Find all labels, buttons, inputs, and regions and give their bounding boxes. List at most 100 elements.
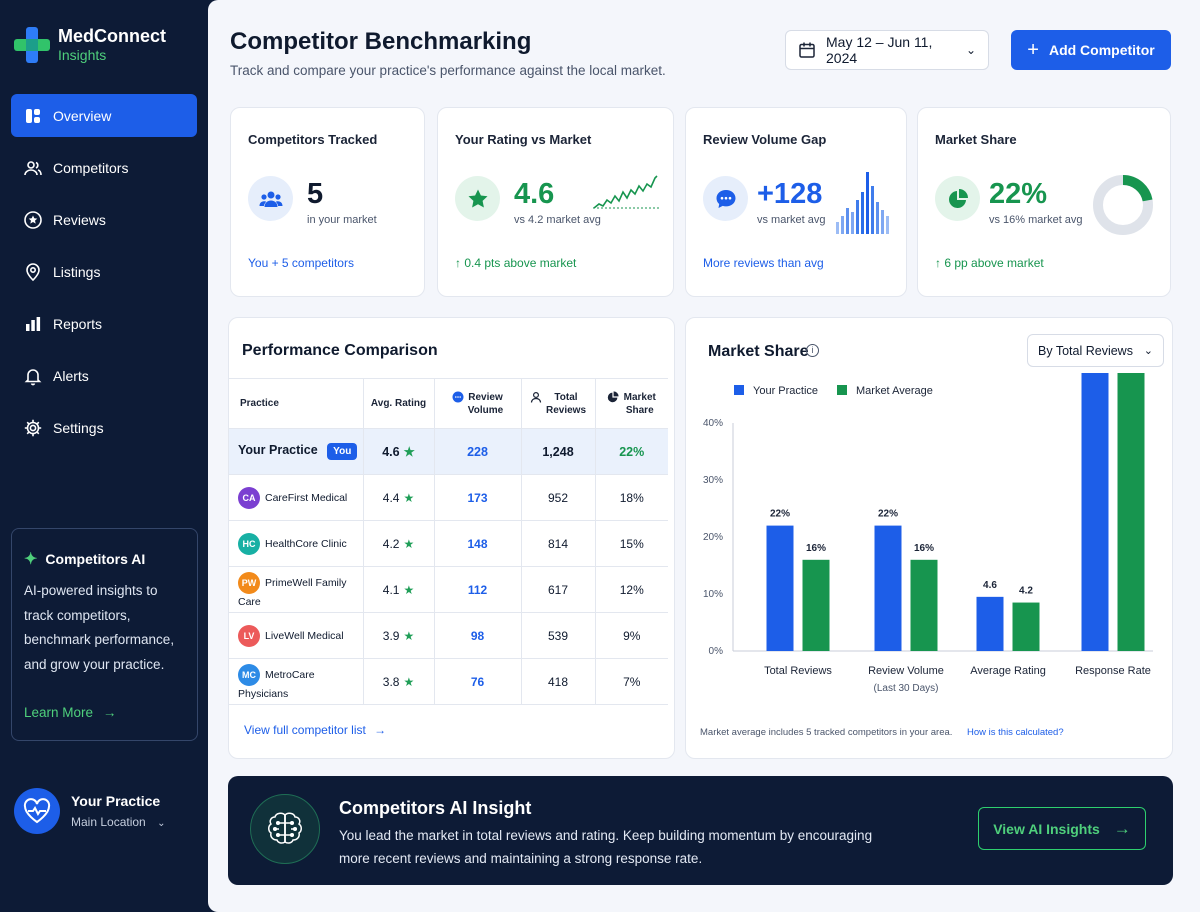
arrow-right-icon: →	[102, 705, 117, 720]
col-header-label: Review Volume	[467, 391, 504, 416]
legend-label: Market Average	[856, 385, 933, 397]
star-icon: ★	[403, 628, 415, 643]
dropdown-value: By Total Reviews	[1038, 343, 1133, 358]
kpi-footer-link[interactable]: You + 5 competitors	[248, 256, 354, 270]
table-row-your-practice[interactable]: Your Practice You 4.6 ★ 228 1,248 22%	[229, 428, 668, 475]
y-tick-label: 0%	[709, 646, 724, 657]
avatar: LV	[238, 624, 260, 647]
practice-name: CareFirst Medical	[265, 491, 348, 504]
chart-footnote: Market average includes 5 tracked compet…	[700, 727, 953, 738]
kpi-value: 4.6	[514, 178, 555, 210]
total-reviews: 1,248	[521, 428, 596, 475]
total-reviews: 539	[521, 612, 596, 659]
card-title: Performance Comparison	[242, 342, 438, 359]
data-label: 16%	[914, 543, 934, 554]
legend-label: Your Practice	[753, 385, 818, 397]
rating-trend-sparkline	[593, 175, 659, 209]
sparkle-icon: ✦	[24, 551, 38, 568]
sidebar-item-alerts[interactable]: Alerts	[11, 354, 197, 397]
brain-circuit-icon	[250, 794, 320, 864]
avatar: CA	[238, 486, 260, 509]
brand[interactable]: MedConnect Insights	[14, 26, 166, 64]
sidebar-item-settings[interactable]: Settings	[11, 406, 197, 449]
col-header-label: Total Reviews	[546, 391, 587, 416]
table-row[interactable]: HC HealthCore Clinic 4.2 ★ 148 814 15%	[229, 520, 668, 567]
sidebar-item-reports[interactable]: Reports	[11, 302, 197, 345]
col-header-review-volume[interactable]: Review Volume	[434, 378, 522, 429]
table-row[interactable]: CA CareFirst Medical 4.4 ★ 173 952 18%	[229, 474, 668, 521]
add-competitor-button[interactable]: + Add Competitor	[1011, 30, 1171, 70]
chevron-down-icon: ⌄	[965, 43, 976, 57]
avatar	[14, 788, 60, 834]
chevron-down-icon: ⌄	[157, 818, 166, 829]
total-reviews: 952	[521, 474, 596, 521]
sidebar-item-label: Competitors	[53, 159, 129, 176]
chat-bubble-icon	[452, 391, 463, 402]
table-row[interactable]: LV LiveWell Medical 3.9 ★ 98 539 9%	[229, 612, 668, 659]
review-volume: 112	[434, 566, 522, 613]
pie-chart-icon	[935, 176, 980, 221]
x-tick-label: Average Rating	[970, 665, 1046, 677]
user-icon	[530, 391, 542, 403]
y-tick-label: 30%	[703, 475, 723, 486]
market-share: 12%	[595, 566, 668, 613]
kpi-footer: ↑ 6 pp above market	[935, 256, 1044, 270]
practice-name: LiveWell Medical	[265, 629, 344, 642]
card-title: Market Share	[708, 343, 809, 360]
sidebar-item-listings[interactable]: Listings	[11, 250, 197, 293]
table-row[interactable]: PW PrimeWell Family Care 4.1 ★ 112 617 12%	[229, 566, 668, 613]
data-label: 4.2	[1019, 586, 1033, 597]
sidebar-item-competitors[interactable]: Competitors	[11, 146, 197, 189]
kpi-market-share: Market Share 22% vs 16% market avg ↑ 6 p…	[917, 107, 1171, 297]
bar-market-average	[1117, 373, 1145, 651]
col-header-practice[interactable]: Practice	[229, 378, 364, 429]
practice-name: HealthCore Clinic	[265, 537, 347, 550]
practice-switcher[interactable]: Your Practice Main Location ⌄	[14, 788, 165, 834]
sidebar-item-reviews[interactable]: Reviews	[11, 198, 197, 241]
table-row[interactable]: MC MetroCare Physicians 3.8 ★ 76 418 7%	[229, 658, 668, 705]
y-tick-label: 10%	[703, 589, 723, 600]
add-competitor-label: Add Competitor	[1048, 42, 1155, 58]
kpi-title: Review Volume Gap	[703, 132, 827, 147]
bar-your-practice	[1081, 373, 1109, 651]
view-competitor-list-link[interactable]: View full competitor list →	[244, 723, 386, 737]
rating-value: 4.6	[382, 445, 400, 459]
kpi-caption: vs market avg	[757, 214, 826, 226]
overview-icon	[26, 108, 40, 123]
market-share: 15%	[595, 520, 668, 567]
avatar: HC	[238, 532, 260, 555]
total-reviews: 814	[521, 520, 596, 567]
sidebar: MedConnect Insights Overview Competitors…	[0, 0, 208, 912]
col-header-rating[interactable]: Avg. Rating	[363, 378, 435, 429]
practice-name: Your Practice	[71, 793, 161, 809]
kpi-footer-link[interactable]: More reviews than avg	[703, 256, 824, 270]
star-icon: ★	[403, 490, 415, 505]
learn-more-link[interactable]: Learn More →	[24, 705, 116, 720]
col-header-market-share[interactable]: Market Share	[595, 378, 668, 429]
date-range-label: May 12 – Jun 11, 2024	[826, 34, 933, 66]
sidebar-item-overview[interactable]: Overview	[11, 94, 197, 137]
link-label: View full competitor list	[244, 723, 366, 737]
kpi-value: +128	[757, 178, 823, 210]
practice-name: PrimeWell Family Care	[238, 576, 347, 608]
info-icon[interactable]: i	[806, 344, 819, 357]
review-volume: 148	[434, 520, 522, 567]
kpi-title: Your Rating vs Market	[455, 132, 592, 147]
ai-card-text: AI-powered insights to track competitors…	[24, 583, 175, 672]
legend-swatch	[734, 385, 744, 395]
pie-chart-icon	[607, 390, 619, 402]
button-label: View AI Insights	[993, 820, 1100, 837]
metric-dropdown[interactable]: By Total Reviews ⌄	[1027, 334, 1164, 367]
how-calculated-link[interactable]: How is this calculated?	[967, 727, 1064, 738]
x-tick-sublabel: (Last 30 Days)	[873, 683, 938, 694]
users-group-icon	[248, 176, 293, 221]
star-icon: ★	[403, 445, 415, 459]
page-subtitle: Track and compare your practice's perfor…	[230, 63, 666, 78]
market-share: 7%	[595, 658, 668, 705]
date-range-picker[interactable]: May 12 – Jun 11, 2024 ⌄	[785, 30, 989, 70]
kpi-caption: vs 4.2 market avg	[514, 214, 601, 226]
star-icon	[455, 176, 500, 221]
col-header-total-reviews[interactable]: Total Reviews	[521, 378, 596, 429]
view-ai-insights-button[interactable]: View AI Insights →	[978, 807, 1146, 850]
market-share-chart-card: Market Share i By Total Reviews ⌄ Your P…	[685, 317, 1173, 759]
